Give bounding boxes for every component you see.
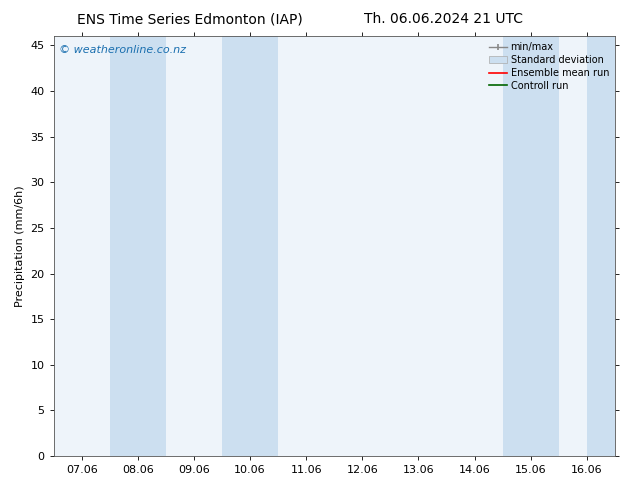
Y-axis label: Precipitation (mm/6h): Precipitation (mm/6h) — [15, 185, 25, 307]
Text: ENS Time Series Edmonton (IAP): ENS Time Series Edmonton (IAP) — [77, 12, 303, 26]
Bar — [587, 36, 615, 456]
Text: Th. 06.06.2024 21 UTC: Th. 06.06.2024 21 UTC — [365, 12, 523, 26]
Text: © weatheronline.co.nz: © weatheronline.co.nz — [60, 45, 186, 55]
Legend: min/max, Standard deviation, Ensemble mean run, Controll run: min/max, Standard deviation, Ensemble me… — [485, 38, 613, 95]
Bar — [110, 36, 166, 456]
Bar — [503, 36, 559, 456]
Bar — [222, 36, 278, 456]
